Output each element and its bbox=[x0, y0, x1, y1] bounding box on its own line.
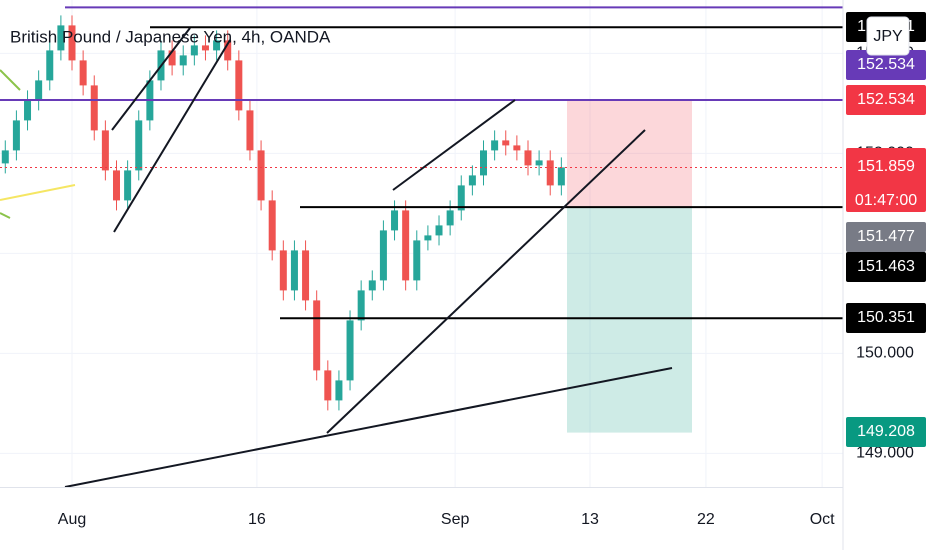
trend-line bbox=[0, 69, 21, 91]
currency-label[interactable]: JPY bbox=[873, 28, 903, 45]
candle-body bbox=[135, 120, 143, 171]
countdown-label: 01:47:00 bbox=[855, 192, 917, 209]
candle-body bbox=[68, 25, 76, 61]
candle-body bbox=[57, 25, 65, 51]
candle-body bbox=[535, 160, 543, 166]
x-tick-label: Oct bbox=[810, 511, 835, 528]
candle-body bbox=[480, 150, 488, 176]
candle-body bbox=[190, 45, 198, 56]
trend-line bbox=[0, 212, 11, 219]
plot-area bbox=[0, 0, 843, 487]
candle-body bbox=[268, 200, 276, 251]
candle-body bbox=[79, 60, 87, 86]
price-label-bg bbox=[846, 222, 926, 252]
candle-body bbox=[302, 250, 310, 301]
candle-body bbox=[546, 160, 554, 186]
candle-body bbox=[435, 225, 443, 236]
price-label-bg bbox=[846, 252, 926, 282]
candle-body bbox=[124, 170, 132, 201]
axes: 149.000150.000151.000152.000153.000Aug16… bbox=[58, 12, 926, 528]
candle-body bbox=[257, 150, 265, 201]
trend-line bbox=[111, 27, 191, 131]
x-tick-label: 22 bbox=[697, 511, 715, 528]
candle-body bbox=[279, 250, 287, 291]
candle-body bbox=[446, 210, 454, 226]
price-label-bg bbox=[846, 303, 926, 333]
drawings bbox=[0, 27, 673, 488]
price-label: 152.534 bbox=[857, 91, 915, 108]
candle-body bbox=[24, 100, 32, 121]
currency-button[interactable] bbox=[866, 16, 910, 56]
target-zone bbox=[567, 207, 692, 433]
candle-body bbox=[46, 50, 54, 81]
price-label: 151.859 bbox=[857, 158, 915, 175]
price-label-bg bbox=[846, 50, 926, 80]
candle-body bbox=[1, 150, 9, 164]
x-tick-label: 13 bbox=[581, 511, 599, 528]
candle-body bbox=[324, 370, 332, 401]
trend-line bbox=[113, 39, 231, 233]
candle-body bbox=[290, 250, 298, 291]
price-label-bg bbox=[846, 85, 926, 115]
candle-body bbox=[402, 210, 410, 281]
trend-line bbox=[326, 129, 646, 434]
candle-body bbox=[557, 167, 565, 186]
chart-title: British Pound / Japanese Yen, 4h, OANDA bbox=[10, 27, 331, 46]
candle-body bbox=[391, 210, 399, 231]
candle-body bbox=[335, 380, 343, 401]
trend-line bbox=[64, 367, 673, 488]
candle-body bbox=[413, 240, 421, 281]
candle-body bbox=[12, 120, 20, 151]
x-tick-label: 16 bbox=[248, 511, 266, 528]
candle-body bbox=[201, 45, 209, 51]
price-label: 151.477 bbox=[857, 228, 915, 245]
trend-line bbox=[0, 184, 76, 201]
time-scale bbox=[0, 488, 843, 550]
candle-body bbox=[491, 140, 499, 151]
candle-body bbox=[379, 230, 387, 281]
candle-body bbox=[35, 80, 43, 101]
x-tick-label: Aug bbox=[58, 511, 86, 528]
price-label: 150.351 bbox=[857, 309, 915, 326]
candle-body bbox=[524, 150, 532, 166]
candle-body bbox=[313, 300, 321, 371]
candle-body bbox=[168, 50, 176, 66]
price-label-bg bbox=[846, 417, 926, 447]
candle-body bbox=[112, 170, 120, 201]
candle-body bbox=[368, 280, 376, 291]
x-tick-label: Sep bbox=[441, 511, 470, 528]
y-tick-label: 150.000 bbox=[856, 345, 914, 362]
price-label: 149.208 bbox=[857, 423, 915, 440]
y-tick-label: 149.000 bbox=[856, 445, 914, 462]
candle-body bbox=[502, 140, 510, 146]
candle-body bbox=[90, 85, 98, 131]
stop-zone bbox=[567, 100, 692, 208]
candle-body bbox=[101, 130, 109, 171]
candle-body bbox=[346, 320, 354, 381]
candle-body bbox=[457, 185, 465, 211]
price-label: 151.463 bbox=[857, 258, 915, 275]
price-label: 152.534 bbox=[857, 56, 915, 73]
candle-body bbox=[179, 55, 187, 66]
candle-body bbox=[224, 40, 232, 61]
candle-body bbox=[213, 40, 221, 51]
price-label-bg bbox=[846, 148, 926, 212]
candle-body bbox=[468, 175, 476, 186]
candle-body bbox=[513, 145, 521, 151]
candle-body bbox=[424, 235, 432, 241]
candle-body bbox=[246, 110, 254, 151]
candle-body bbox=[357, 290, 365, 321]
trend-line bbox=[392, 99, 516, 191]
candle-body bbox=[235, 60, 243, 111]
